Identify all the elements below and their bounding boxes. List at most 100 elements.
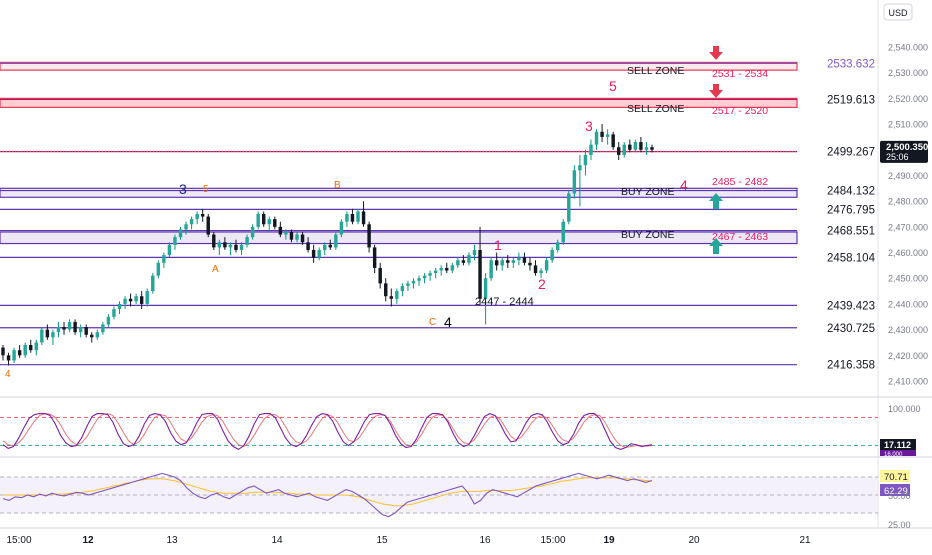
candle-body xyxy=(389,296,394,299)
candle-body xyxy=(445,267,449,271)
candle-body xyxy=(223,242,227,248)
rsi-ma-tag xyxy=(880,470,910,482)
candle-body xyxy=(106,316,111,325)
candle-body xyxy=(422,275,427,279)
price-tick-label: 2,480.000 xyxy=(888,197,928,207)
candle-body xyxy=(289,231,294,240)
candle-body xyxy=(494,260,499,266)
candle-body xyxy=(284,231,288,235)
time-axis-label: 15:00 xyxy=(6,535,31,546)
candle-body xyxy=(539,270,543,274)
current-price-value: 2,500.350 xyxy=(886,142,928,153)
candle-body xyxy=(178,229,183,238)
price-tick-label: 2,490.000 xyxy=(888,171,928,181)
price-tick-label: 2,420.000 xyxy=(888,351,928,361)
currency-badge-label: USD xyxy=(888,8,908,18)
level-label: 2476.795 xyxy=(827,204,875,216)
candle-body xyxy=(628,144,632,150)
level-label: 2430.725 xyxy=(827,323,875,335)
annotation-label: 1 xyxy=(494,237,502,253)
candle-body xyxy=(367,224,371,248)
zone-label: BUY ZONE xyxy=(621,186,674,198)
annotation-label: B xyxy=(334,180,341,191)
annotation-label: 3 xyxy=(179,181,187,197)
level-label: 2439.423 xyxy=(827,300,875,312)
candle-body xyxy=(616,147,621,155)
candle-body xyxy=(350,214,355,222)
zone-range-label: 2531 - 2534 xyxy=(712,68,768,80)
arrow-down-icon xyxy=(709,84,723,98)
zone-label: BUY ZONE xyxy=(621,229,674,241)
time-axis-label: 15:00 xyxy=(540,535,565,546)
rsi-value: 62.29 xyxy=(884,486,908,497)
time-axis-label: 20 xyxy=(688,535,700,546)
annotation-label: 4 xyxy=(680,177,688,193)
candle-body xyxy=(45,329,50,338)
level-label: 2519.613 xyxy=(827,94,875,106)
zone-label: SELL ZONE xyxy=(627,103,684,115)
candle-body xyxy=(200,214,205,217)
candle-body xyxy=(594,131,599,145)
price-tick-label: 2,450.000 xyxy=(888,274,928,284)
candle-body xyxy=(611,134,615,148)
level-label: 2533.632 xyxy=(827,58,875,70)
zone-buy-rect xyxy=(0,231,798,245)
candle-body xyxy=(517,257,521,261)
candle-body xyxy=(506,260,510,263)
candle-body xyxy=(372,247,377,268)
candle-body xyxy=(112,309,116,317)
annotation-label: 4 xyxy=(5,369,11,380)
candle-body xyxy=(250,226,255,238)
candle-body xyxy=(78,327,83,333)
candle-body xyxy=(295,234,299,240)
candle-body xyxy=(12,350,16,361)
candle-body xyxy=(361,211,366,225)
stoch-value-label-2: 16.000 xyxy=(884,452,903,458)
candle-body xyxy=(267,219,271,225)
candle-body xyxy=(151,275,155,292)
candle-body xyxy=(128,298,133,302)
candle-body xyxy=(544,260,549,271)
stoch-tick-label: 100.000 xyxy=(888,404,921,414)
candle-body xyxy=(40,329,44,343)
annotation-label: A xyxy=(212,264,219,275)
candle-body xyxy=(339,221,344,235)
annotation-label: 2 xyxy=(538,276,546,292)
candle-body xyxy=(650,147,654,150)
candle-body xyxy=(583,154,588,166)
zone-label: SELL ZONE xyxy=(627,65,684,77)
annotation-label: 5 xyxy=(609,78,617,94)
candle-body xyxy=(217,242,222,248)
candle-body xyxy=(622,144,626,155)
candle-body xyxy=(483,278,488,299)
candle-body xyxy=(51,332,55,338)
candle-body xyxy=(644,147,649,150)
candle-body xyxy=(439,267,443,271)
candle-body xyxy=(450,265,455,271)
time-axis-label: 13 xyxy=(166,535,178,546)
time-axis-label: 19 xyxy=(603,535,615,546)
time-axis-label: 12 xyxy=(82,535,94,546)
annotation-label: C xyxy=(429,317,436,328)
candle-body xyxy=(184,224,188,230)
candle-body xyxy=(317,249,321,258)
rsi-ma-value: 70.71 xyxy=(884,472,908,483)
candle-body xyxy=(239,244,244,250)
candle-body xyxy=(561,221,565,243)
candle-body xyxy=(345,214,349,222)
zone-range-label: 2467 - 2463 xyxy=(712,231,768,243)
zone-sell-rect xyxy=(0,61,798,71)
candle-body xyxy=(228,244,233,248)
candle-body xyxy=(167,244,172,256)
rsi-tick-label: 25.00 xyxy=(888,520,911,530)
candle-body xyxy=(306,242,310,250)
arrow-down-icon xyxy=(709,46,723,60)
time-axis-label: 21 xyxy=(799,535,811,546)
candle-body xyxy=(461,260,466,263)
candle-body xyxy=(334,234,338,248)
candle-body xyxy=(206,216,210,235)
candle-body xyxy=(17,350,22,356)
level-label: 2416.358 xyxy=(827,360,875,372)
candle-body xyxy=(378,267,382,284)
